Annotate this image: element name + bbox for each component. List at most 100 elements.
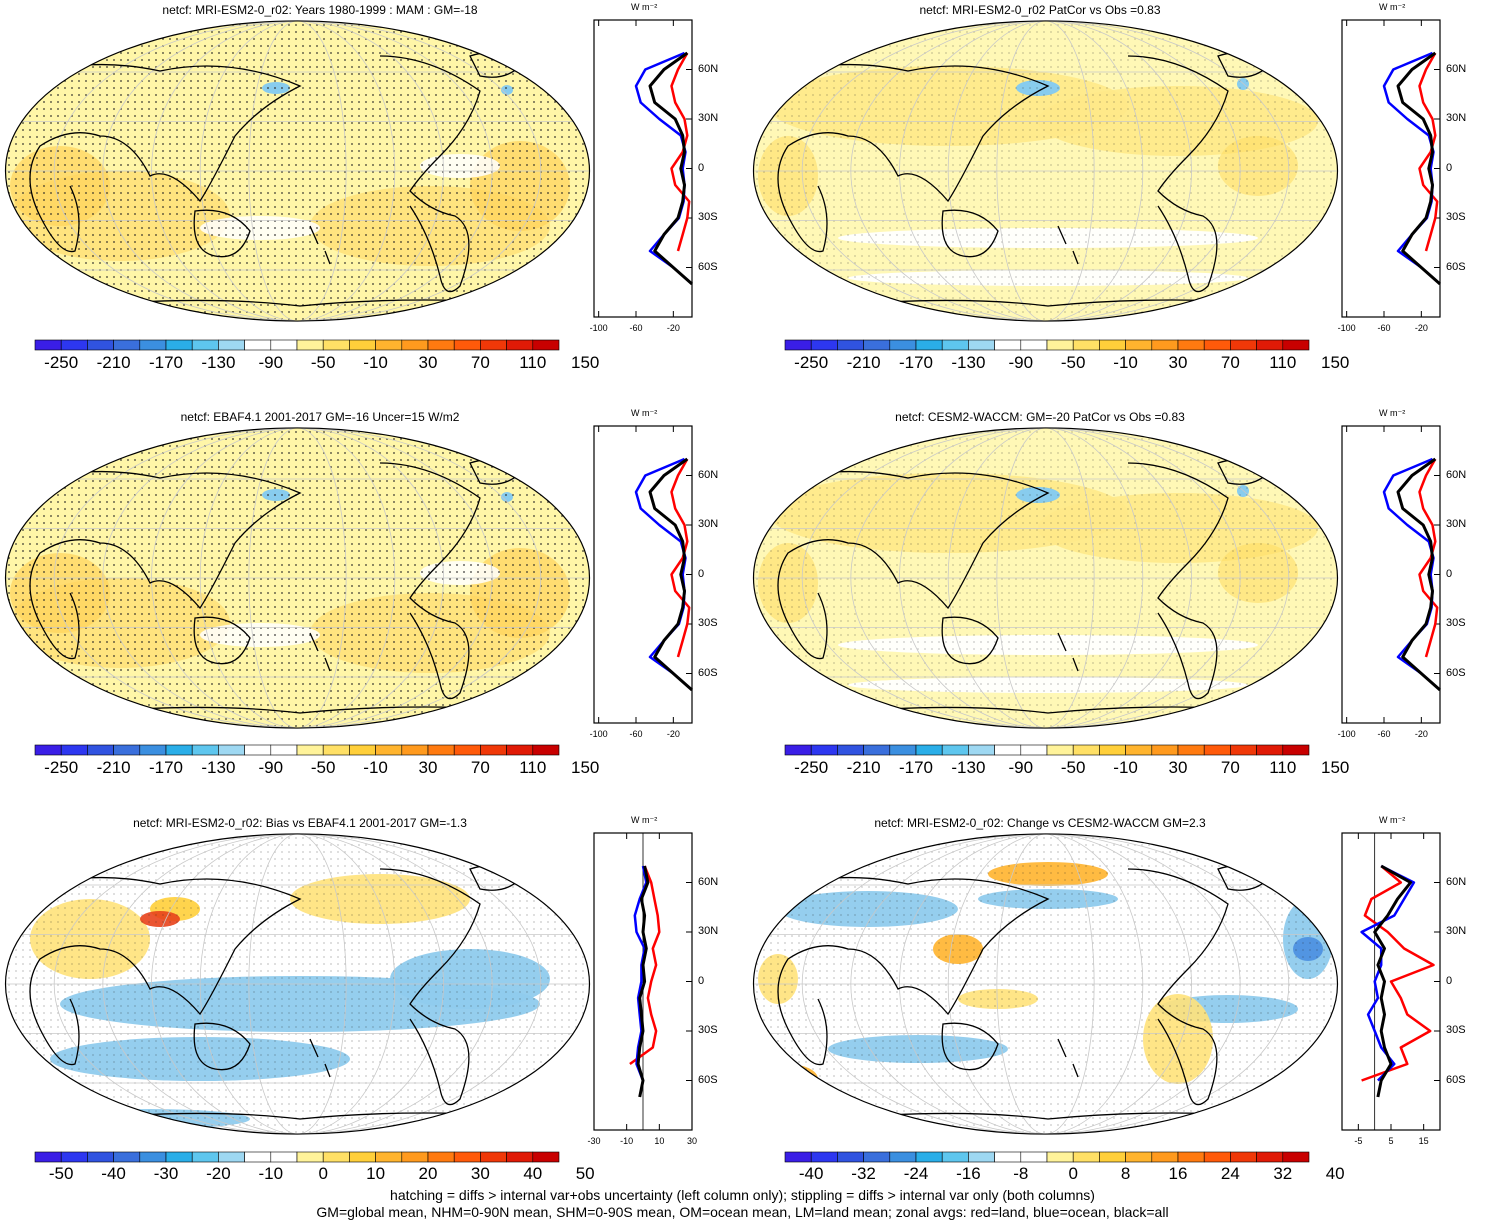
lat-label: 60N xyxy=(698,875,719,888)
colorbar xyxy=(784,339,1310,351)
colorbar-tick-label: -20 xyxy=(206,1164,231,1183)
colorbar-tick-label: 0 xyxy=(318,1164,328,1183)
colorbar-swatch xyxy=(191,1151,219,1163)
map-field xyxy=(753,20,1338,322)
colorbar-swatch xyxy=(165,339,193,351)
colorbar-swatch xyxy=(968,744,995,756)
colorbar-swatch xyxy=(810,1151,838,1163)
zonal-x-label: -5 xyxy=(1354,1136,1363,1146)
zonal-x-label: -60 xyxy=(1377,323,1391,333)
zonal-mean-plot xyxy=(1341,425,1441,724)
colorbar-tick-label: -10 xyxy=(1113,758,1138,777)
colorbar-tick-label: -10 xyxy=(1113,353,1138,372)
zonal-line-ocean xyxy=(633,865,648,1081)
colorbar-swatch xyxy=(270,1151,298,1163)
zonal-x-label: 5 xyxy=(1388,1136,1394,1146)
colorbar-swatch xyxy=(244,744,272,756)
colorbar-swatch xyxy=(889,744,917,756)
zonal-x-label: -20 xyxy=(666,729,680,739)
graticule xyxy=(753,427,1338,729)
zonal-mean-plot xyxy=(1341,832,1441,1131)
colorbar-tick-label: -40 xyxy=(101,1164,126,1183)
colorbar-swatch xyxy=(837,744,864,756)
zonal-line-land xyxy=(1361,865,1435,1082)
colorbar-swatch xyxy=(1203,339,1231,351)
colorbar-swatch xyxy=(218,744,245,756)
colorbar-swatch xyxy=(1151,339,1179,351)
zonal-x-label: -20 xyxy=(1414,729,1428,739)
colorbar-tick-label: -130 xyxy=(951,353,986,372)
zonal-unit-label: W m⁻² xyxy=(631,408,658,418)
colorbar-tick-label: 70 xyxy=(470,353,490,372)
colorbar-swatch xyxy=(1020,744,1048,756)
colorbar-swatch xyxy=(60,339,88,351)
colorbar-tick-label: 20 xyxy=(418,1164,438,1183)
colorbar-swatch xyxy=(480,744,507,756)
colorbar-swatch xyxy=(784,1151,812,1163)
colorbar-tick-label: -24 xyxy=(903,1164,929,1183)
colorbar-swatch xyxy=(401,744,429,756)
colorbar-tick-label: 70 xyxy=(1220,758,1240,777)
colorbar-swatch xyxy=(863,339,891,351)
colorbar-tick-label: -210 xyxy=(846,353,881,372)
colorbar-swatch xyxy=(941,339,969,351)
colorbar-tick-label: -50 xyxy=(1060,758,1086,777)
colorbar-swatch xyxy=(87,1151,114,1163)
colorbar-swatch xyxy=(244,339,272,351)
colorbar-tick-label: -8 xyxy=(1013,1164,1029,1183)
colorbar-swatch xyxy=(889,1151,917,1163)
world-map xyxy=(752,20,1339,322)
colorbar-swatch xyxy=(889,339,917,351)
zonal-labels: 60N 30N 0 30S 60S -100 -60 -20 W m⁻² xyxy=(1338,0,1485,360)
colorbar-tick-label: 40 xyxy=(1325,1164,1345,1183)
colorbar-swatch xyxy=(1282,744,1310,756)
colorbar-tick-label: -130 xyxy=(201,758,236,777)
lat-label: 0 xyxy=(1446,567,1453,580)
colorbar-swatch xyxy=(506,1151,534,1163)
colorbar-swatch xyxy=(60,1151,88,1163)
colorbar-tick-label: 110 xyxy=(519,353,547,372)
colorbar-tick-label: -90 xyxy=(1008,758,1034,777)
colorbar-tick-label: -250 xyxy=(794,758,829,777)
colorbar-swatch xyxy=(506,339,534,351)
colorbar-tick-label: -90 xyxy=(1008,353,1034,372)
colorbar-tick-label: -10 xyxy=(258,1164,284,1183)
lat-label: 0 xyxy=(1446,974,1453,987)
colorbar-swatch xyxy=(532,744,560,756)
colorbar-swatch xyxy=(322,744,350,756)
colorbar xyxy=(34,744,560,756)
lat-label: 30S xyxy=(698,211,718,223)
world-map xyxy=(752,833,1339,1135)
colorbar xyxy=(34,339,560,351)
zonal-x-label: -20 xyxy=(666,323,680,333)
colorbar-tick-label: 30 xyxy=(418,353,438,372)
colorbar-swatch xyxy=(296,339,324,351)
colorbar-tick-label: -10 xyxy=(363,353,388,372)
colorbar-swatch xyxy=(453,1151,481,1163)
colorbar-tick-label: 30 xyxy=(470,1164,490,1183)
colorbar-swatch xyxy=(1072,1151,1100,1163)
lat-label: 30S xyxy=(1446,617,1466,629)
lat-label: 30N xyxy=(1446,518,1467,530)
colorbar-tick-label: -40 xyxy=(798,1164,824,1183)
colorbar-tick-label: 30 xyxy=(1168,758,1188,777)
colorbar-swatch xyxy=(401,1151,429,1163)
colorbar-swatch xyxy=(270,744,298,756)
zonal-line-all xyxy=(648,51,693,286)
map-field xyxy=(5,833,590,1135)
world-map xyxy=(4,833,591,1135)
colorbar-tick-label: -32 xyxy=(851,1164,876,1183)
colorbar-swatch xyxy=(968,1151,995,1163)
colorbar-tick-label: 16 xyxy=(1168,1164,1188,1183)
zonal-line-all xyxy=(1396,51,1441,286)
panel-title: netcf: MRI-ESM2-0_r02 PatCor vs Obs =0.8… xyxy=(919,3,1161,17)
colorbar-tick-label: -50 xyxy=(48,1164,74,1183)
zonal-x-label: -30 xyxy=(587,1136,601,1146)
colorbar-tick-label: 70 xyxy=(470,758,490,777)
zonal-line-land xyxy=(1418,458,1439,658)
zonal-x-label: -60 xyxy=(629,323,643,333)
colorbar-swatch xyxy=(810,744,838,756)
zonal-unit-label: W m⁻² xyxy=(1379,815,1406,825)
colorbar-tick-label: 8 xyxy=(1120,1164,1131,1183)
colorbar-swatch xyxy=(784,744,812,756)
